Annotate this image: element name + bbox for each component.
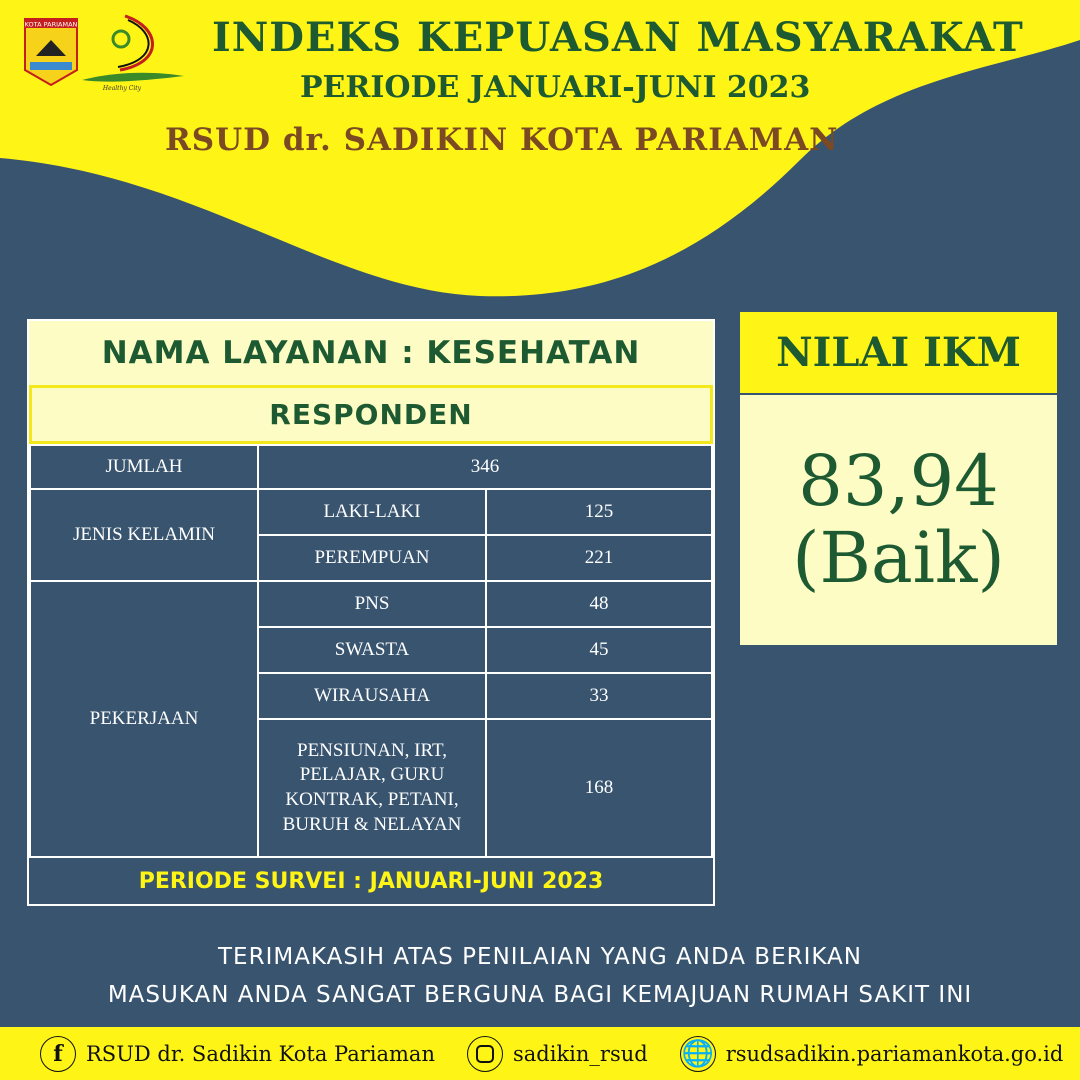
ikm-score-box: 83,94 (Baik) <box>740 395 1057 645</box>
website-link[interactable]: rsudsadikin.pariamankota.go.id <box>725 1041 1064 1066</box>
ikm-label: NILAI IKM <box>740 312 1057 393</box>
gender-row-label: LAKI-LAKI <box>257 488 487 536</box>
gender-row-value: 221 <box>485 534 713 582</box>
logo2-text: Healthy City <box>102 85 142 92</box>
respondent-table: NAMA LAYANAN : KESEHATAN RESPONDEN JUMLA… <box>27 319 715 906</box>
ikm-category: (Baik) <box>792 517 1005 599</box>
facebook-icon[interactable]: f <box>40 1035 76 1072</box>
gender-row-label: PEREMPUAN <box>257 534 487 582</box>
job-row-value: 45 <box>485 626 713 674</box>
footer-bar: f RSUD dr. Sadikin Kota Pariaman sadikin… <box>0 1027 1080 1080</box>
jumlah-value: 346 <box>257 444 713 490</box>
healthy-city-logo: Healthy City <box>82 14 184 92</box>
job-row-value: 33 <box>485 672 713 720</box>
job-row-label: WIRAUSAHA <box>257 672 487 720</box>
kota-pariaman-logo: KOTA PARIAMAN <box>24 18 78 86</box>
facebook-link[interactable]: RSUD dr. Sadikin Kota Pariaman <box>86 1041 435 1066</box>
instagram-link[interactable]: sadikin_rsud <box>512 1041 648 1066</box>
logo1-text: KOTA PARIAMAN <box>25 21 78 29</box>
thanks-message: TERIMAKASIH ATAS PENILAIAN YANG ANDA BER… <box>218 944 862 970</box>
job-row-label: PNS <box>257 580 487 628</box>
respondent-heading: RESPONDEN <box>29 385 713 444</box>
job-row-label: SWASTA <box>257 626 487 674</box>
period-title: PERIODE JANUARI-JUNI 2023 <box>300 70 811 105</box>
job-row-label: PENSIUNAN, IRT, PELAJAR, GURU KONTRAK, P… <box>257 718 487 858</box>
jumlah-label: JUMLAH <box>29 444 259 490</box>
globe-icon[interactable]: 🌐 <box>679 1035 716 1072</box>
feedback-message: MASUKAN ANDA SANGAT BERGUNA BAGI KEMAJUA… <box>107 982 973 1008</box>
gender-label: JENIS KELAMIN <box>29 488 259 582</box>
main-title: INDEKS KEPUASAN MASYARAKAT <box>212 14 1024 61</box>
hospital-name: RSUD dr. SADIKIN KOTA PARIAMAN <box>165 122 839 158</box>
survey-period: PERIODE SURVEI : JANUARI-JUNI 2023 <box>29 856 713 904</box>
job-row-value: 168 <box>485 718 713 858</box>
job-row-value: 48 <box>485 580 713 628</box>
instagram-icon[interactable] <box>466 1035 503 1072</box>
gender-row-value: 125 <box>485 488 713 536</box>
job-label: PEKERJAAN <box>29 580 259 858</box>
ikm-value: 83,94 <box>798 440 999 522</box>
service-name: NAMA LAYANAN : KESEHATAN <box>29 321 713 385</box>
